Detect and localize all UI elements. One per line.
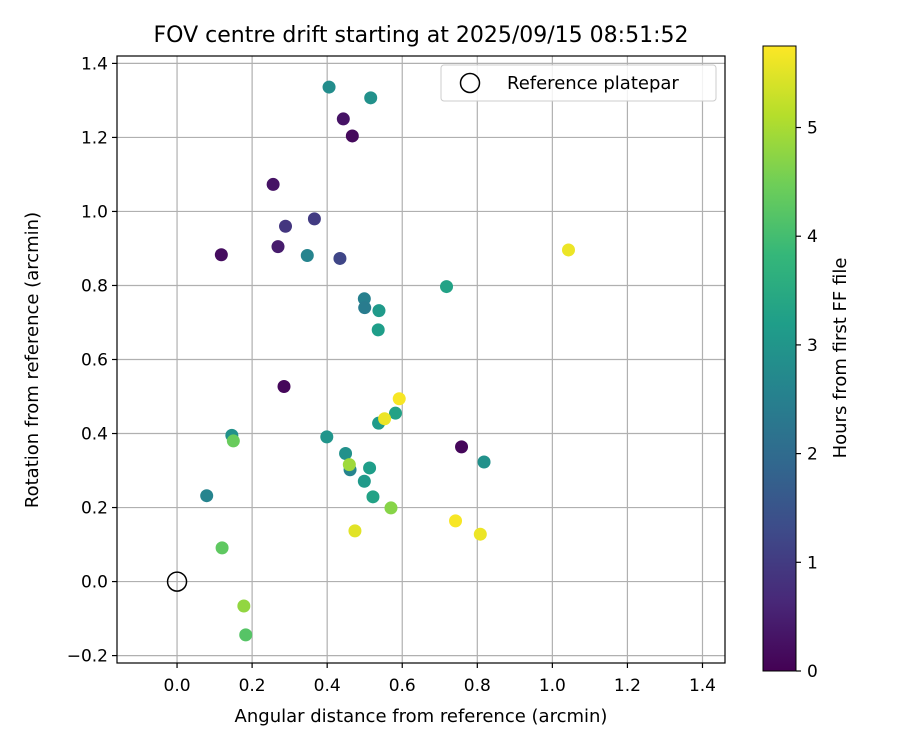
y-tick-label: 0.8 [81, 276, 108, 296]
x-axis-ticks: 0.0 0.2 0.4 0.6 0.8 1.0 1.2 1.4 [164, 663, 716, 696]
data-point [226, 434, 240, 448]
scatter-points [200, 80, 575, 642]
x-tick-label: 1.2 [614, 676, 641, 696]
x-axis-label: Angular distance from reference (arcmin) [235, 706, 608, 727]
data-point [277, 380, 291, 394]
colorbar [762, 45, 797, 672]
data-point [378, 412, 392, 426]
data-point [214, 248, 228, 262]
data-point [357, 474, 371, 488]
data-point [384, 501, 398, 515]
legend: Reference platepar [440, 64, 717, 102]
data-point [322, 80, 336, 94]
data-point [300, 248, 314, 262]
y-axis-label: Rotation from reference (arcmin) [22, 212, 43, 508]
data-point [388, 406, 402, 420]
x-tick-label: 1.0 [539, 676, 566, 696]
colorbar-tick-label: 0 [807, 662, 818, 682]
data-point [279, 219, 293, 233]
data-point [358, 301, 372, 315]
data-point [440, 280, 454, 294]
y-tick-label: 0.2 [81, 499, 108, 519]
data-point [392, 392, 406, 406]
data-point [239, 628, 253, 642]
data-point [561, 243, 575, 257]
data-point [348, 524, 362, 538]
x-tick-label: 0.0 [164, 676, 191, 696]
colorbar-tick-label: 5 [807, 119, 818, 139]
legend-box [440, 64, 717, 102]
data-point [342, 458, 356, 472]
colorbar-tick-label: 2 [807, 445, 818, 465]
chart-title: FOV centre drift starting at 2025/09/15 … [154, 23, 689, 48]
colorbar-ticks: 0 1 2 3 4 5 [796, 119, 818, 682]
data-point [237, 599, 251, 613]
colorbar-label: Hours from first FF file [830, 258, 851, 459]
colorbar-tick-label: 3 [807, 336, 818, 356]
x-tick-label: 0.4 [314, 676, 341, 696]
colorbar-tick-label: 1 [807, 553, 818, 573]
data-point [345, 129, 359, 143]
x-tick-label: 0.6 [389, 676, 416, 696]
y-tick-label: −0.2 [67, 647, 108, 667]
data-point [266, 177, 280, 191]
x-tick-label: 1.4 [689, 676, 716, 696]
plot-frame [116, 55, 726, 664]
y-axis-ticks: −0.2 0.0 0.2 0.4 0.6 0.8 1.0 1.2 1.4 [67, 54, 117, 667]
data-point [336, 112, 350, 126]
data-point [372, 304, 386, 318]
data-point [473, 527, 487, 541]
y-tick-label: 0.4 [81, 425, 108, 445]
data-point [449, 514, 463, 528]
data-point [320, 430, 334, 444]
data-point [364, 91, 378, 105]
data-point [363, 461, 377, 475]
data-point [371, 323, 385, 337]
legend-entry-label: Reference platepar [507, 73, 679, 94]
y-tick-label: 0.0 [81, 573, 108, 593]
x-tick-label: 0.8 [464, 676, 491, 696]
colorbar-tick-label: 4 [807, 227, 818, 247]
data-point [339, 447, 353, 461]
data-point [333, 251, 347, 265]
x-tick-label: 0.2 [239, 676, 266, 696]
legend-reference-marker [459, 72, 481, 94]
data-point [307, 212, 321, 226]
data-point [366, 490, 380, 504]
data-point [455, 440, 469, 454]
data-point [215, 541, 229, 555]
data-point [477, 455, 491, 469]
y-tick-label: 1.2 [81, 128, 108, 148]
y-tick-label: 1.0 [81, 202, 108, 222]
y-tick-label: 0.6 [81, 351, 108, 371]
data-point [200, 489, 214, 503]
y-tick-label: 1.4 [81, 54, 108, 74]
reference-point-marker [166, 571, 188, 592]
data-point [271, 240, 285, 254]
grid [117, 56, 725, 663]
